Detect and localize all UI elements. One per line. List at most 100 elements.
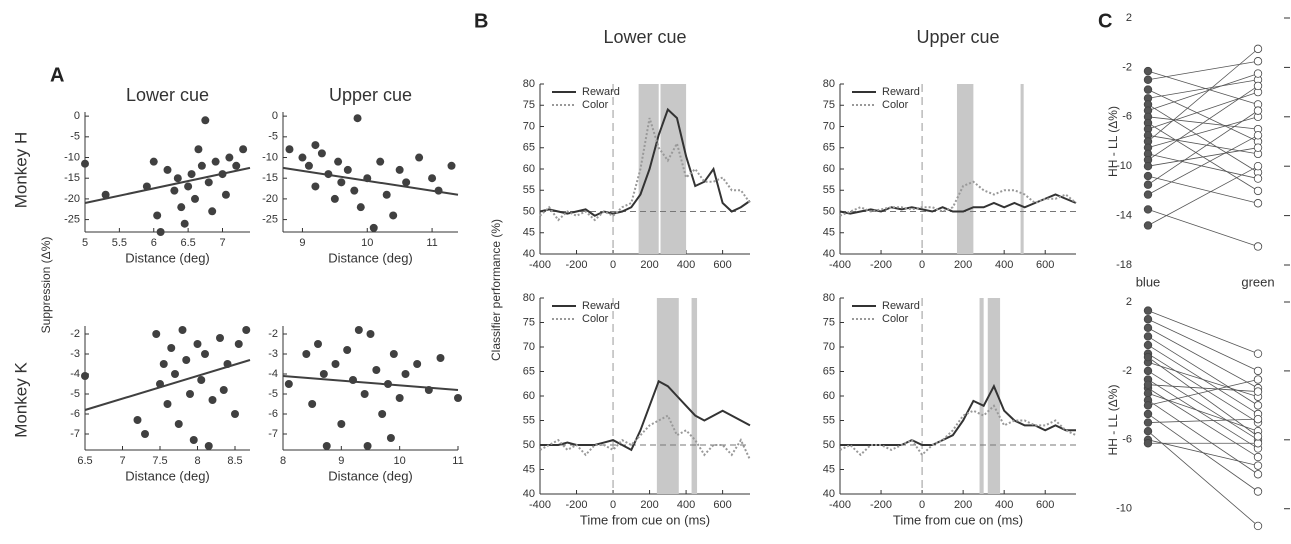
pair-line bbox=[1147, 399, 1259, 475]
y-tick-label: 45 bbox=[823, 227, 835, 239]
point bbox=[231, 410, 239, 418]
x-axis-label: Time from cue on (ms) bbox=[893, 512, 1023, 527]
y-tick-label: -14 bbox=[1116, 210, 1132, 222]
y-tick-label: -2 bbox=[1122, 61, 1132, 73]
point bbox=[194, 145, 203, 154]
point bbox=[389, 350, 398, 358]
point bbox=[208, 207, 217, 216]
row-label: Monkey K bbox=[11, 362, 30, 438]
significance-band bbox=[956, 84, 974, 254]
legend-label: Reward bbox=[582, 300, 620, 312]
point bbox=[1143, 180, 1153, 189]
pair-line bbox=[1147, 418, 1259, 423]
y-tick-label: -20 bbox=[64, 193, 80, 205]
panel-label: A bbox=[50, 64, 64, 86]
point bbox=[163, 165, 172, 174]
x-axis-label: Distance (deg) bbox=[125, 468, 210, 483]
point bbox=[1253, 461, 1263, 470]
point bbox=[177, 203, 186, 212]
x-tick-label: 200 bbox=[954, 499, 972, 511]
x-tick-label: 9 bbox=[299, 237, 305, 249]
pair-line bbox=[1147, 430, 1259, 527]
y-tick-label: -10 bbox=[64, 151, 80, 163]
y-tick-label: 55 bbox=[523, 414, 535, 426]
point bbox=[186, 390, 194, 398]
x-tick-label: 8 bbox=[280, 455, 286, 467]
point bbox=[219, 386, 228, 394]
y-tick-label: -6 bbox=[1122, 434, 1132, 446]
pair-line bbox=[1147, 165, 1259, 226]
y-tick-label: -18 bbox=[1116, 259, 1132, 271]
y-tick-label: -6 bbox=[268, 408, 278, 420]
point bbox=[1143, 75, 1153, 84]
x-tick-label: -400 bbox=[829, 259, 851, 271]
point bbox=[1143, 332, 1153, 341]
y-tick-label: 70 bbox=[523, 120, 535, 132]
x-axis-label: Time from cue on (ms) bbox=[580, 512, 710, 527]
point bbox=[376, 157, 385, 166]
x-tick-label: -200 bbox=[566, 499, 588, 511]
point bbox=[386, 434, 395, 442]
panel-label: B bbox=[474, 10, 488, 32]
x-axis-label: Distance (deg) bbox=[125, 250, 210, 265]
y-tick-label: 45 bbox=[523, 463, 535, 475]
point bbox=[174, 420, 183, 428]
y-tick-label: 65 bbox=[523, 365, 535, 377]
point bbox=[337, 178, 346, 187]
x-tick-label: 11 bbox=[426, 237, 437, 249]
point bbox=[415, 153, 424, 162]
x-tick-label: 8 bbox=[194, 455, 200, 467]
x-tick-label: -400 bbox=[529, 259, 551, 271]
point bbox=[1143, 366, 1153, 376]
y-tick-label: 50 bbox=[523, 205, 535, 217]
point bbox=[1253, 161, 1263, 171]
y-tick-label: -25 bbox=[64, 213, 80, 225]
y-tick-label: -7 bbox=[268, 428, 278, 440]
point bbox=[1253, 174, 1263, 183]
y-tick-label: 50 bbox=[823, 205, 835, 217]
point bbox=[395, 394, 404, 402]
pair-line bbox=[1147, 439, 1259, 467]
x-tick-label: 9 bbox=[338, 455, 344, 467]
y-tick-label: 80 bbox=[823, 292, 835, 304]
point bbox=[1253, 69, 1263, 78]
point bbox=[197, 376, 206, 384]
chart-title: Lower cue bbox=[603, 27, 686, 47]
y-tick-label: 75 bbox=[523, 316, 535, 328]
point bbox=[322, 442, 331, 450]
y-tick-label: -20 bbox=[262, 193, 278, 205]
y-tick-label: 75 bbox=[823, 316, 835, 328]
x-tick-label: 5.5 bbox=[112, 237, 127, 249]
y-tick-label: 60 bbox=[823, 163, 835, 175]
significance-band bbox=[656, 298, 679, 494]
point bbox=[149, 157, 158, 166]
x-tick-label: -200 bbox=[566, 259, 588, 271]
y-tick-label: -2 bbox=[1122, 365, 1132, 377]
x-tick-label: 200 bbox=[954, 259, 972, 271]
point bbox=[436, 354, 445, 362]
point bbox=[1253, 366, 1263, 376]
x-tick-label: -200 bbox=[870, 499, 892, 511]
point bbox=[363, 442, 372, 450]
point bbox=[319, 370, 328, 378]
point bbox=[1143, 205, 1153, 214]
point bbox=[1253, 521, 1263, 531]
x-tick-label: 200 bbox=[640, 259, 658, 271]
y-tick-label: -10 bbox=[1116, 503, 1132, 515]
y-tick-label: 0 bbox=[272, 110, 278, 122]
point bbox=[1253, 143, 1263, 152]
point bbox=[153, 211, 162, 220]
y-tick-label: 60 bbox=[823, 390, 835, 402]
point bbox=[311, 141, 320, 150]
y-tick-label: 65 bbox=[823, 142, 835, 154]
fit-line bbox=[282, 375, 459, 391]
pair-line bbox=[1147, 392, 1259, 432]
point bbox=[1143, 171, 1153, 181]
y-tick-label: 40 bbox=[523, 488, 535, 500]
significance-band bbox=[979, 298, 984, 494]
pair-line bbox=[1147, 384, 1259, 392]
x-tick-label: 400 bbox=[995, 259, 1013, 271]
pair-line bbox=[1147, 379, 1259, 406]
y-tick-label: -10 bbox=[1116, 160, 1132, 172]
pair-line bbox=[1147, 110, 1259, 186]
